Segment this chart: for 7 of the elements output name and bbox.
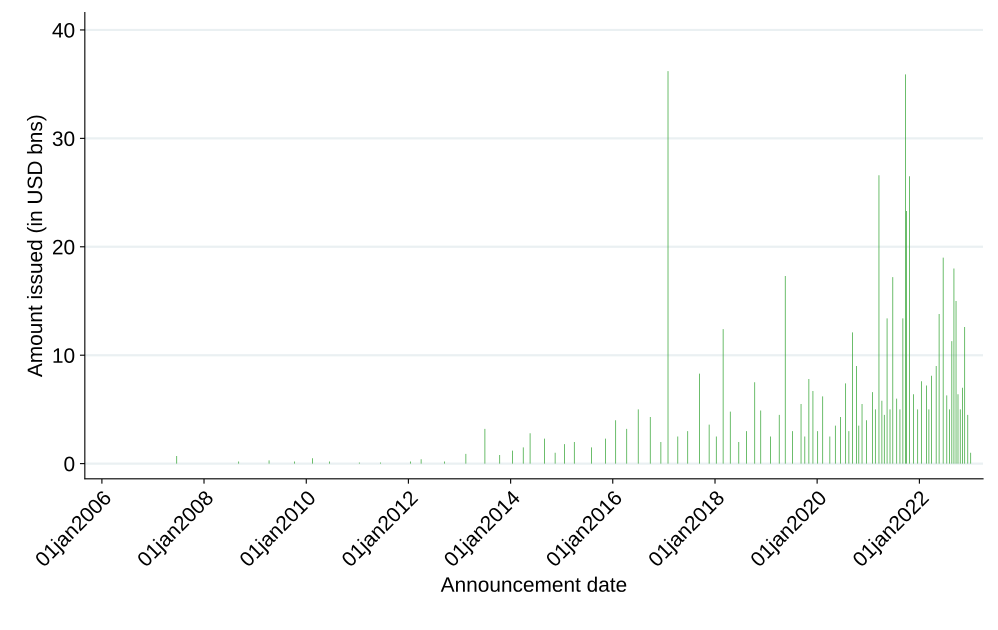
x-axis-title: Announcement date xyxy=(440,576,626,592)
y-tick-label: 20 xyxy=(52,240,74,255)
y-axis-title: Amount issued (in USD bns) xyxy=(26,116,46,378)
y-tick-label: 0 xyxy=(64,456,74,472)
y-tick-label: 40 xyxy=(52,22,74,38)
y-tick-label: 30 xyxy=(52,131,74,146)
y-tick-label: 10 xyxy=(54,348,74,363)
